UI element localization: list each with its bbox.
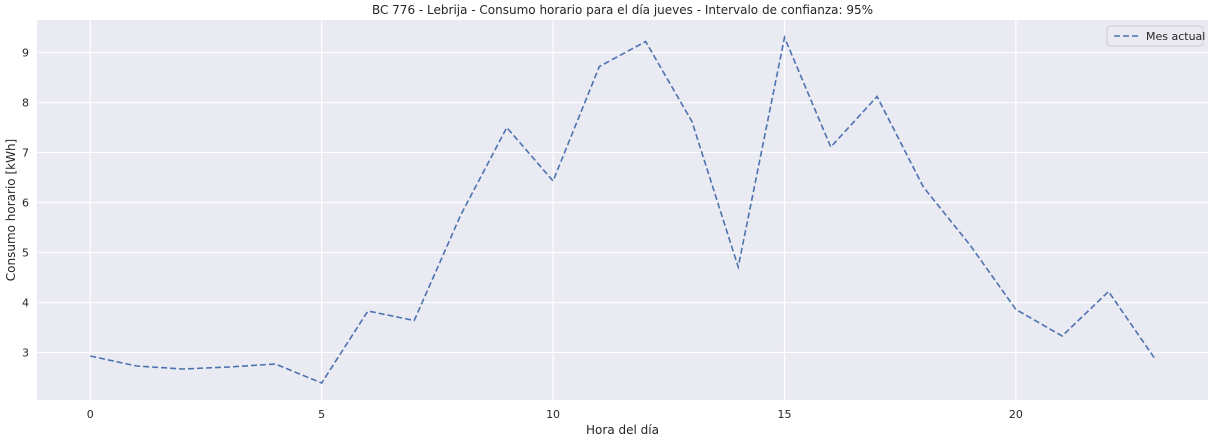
y-tick-label: 3 — [22, 347, 29, 360]
x-tick-label: 5 — [318, 408, 325, 421]
plot-area — [37, 20, 1208, 400]
legend-box — [1106, 25, 1204, 47]
y-tick-label: 5 — [22, 247, 29, 260]
x-tick-label: 20 — [1009, 408, 1023, 421]
chart-title: BC 776 - Lebrija - Consumo horario para … — [372, 3, 873, 17]
series-lines — [90, 34, 1156, 384]
grid-lines — [37, 20, 1208, 400]
x-tick-label: 15 — [777, 408, 791, 421]
y-tick-label: 9 — [22, 47, 29, 60]
y-tick-label: 8 — [22, 97, 29, 110]
y-tick-label: 6 — [22, 197, 29, 210]
y-tick-label: 7 — [22, 147, 29, 160]
legend-label: Mes actual — [1146, 30, 1205, 43]
series-line-mes-actual — [90, 34, 1156, 384]
x-tick-label: 10 — [546, 408, 560, 421]
tick-labels: 0 5 10 15 20 3 4 5 6 7 8 9 — [22, 47, 1023, 422]
y-axis-title: Consumo horario [kWh] — [4, 139, 18, 281]
y-tick-label: 4 — [22, 297, 29, 310]
x-tick-label: 0 — [87, 408, 94, 421]
legend: Mes actual — [1106, 25, 1205, 47]
x-axis-title: Hora del día — [586, 423, 659, 437]
